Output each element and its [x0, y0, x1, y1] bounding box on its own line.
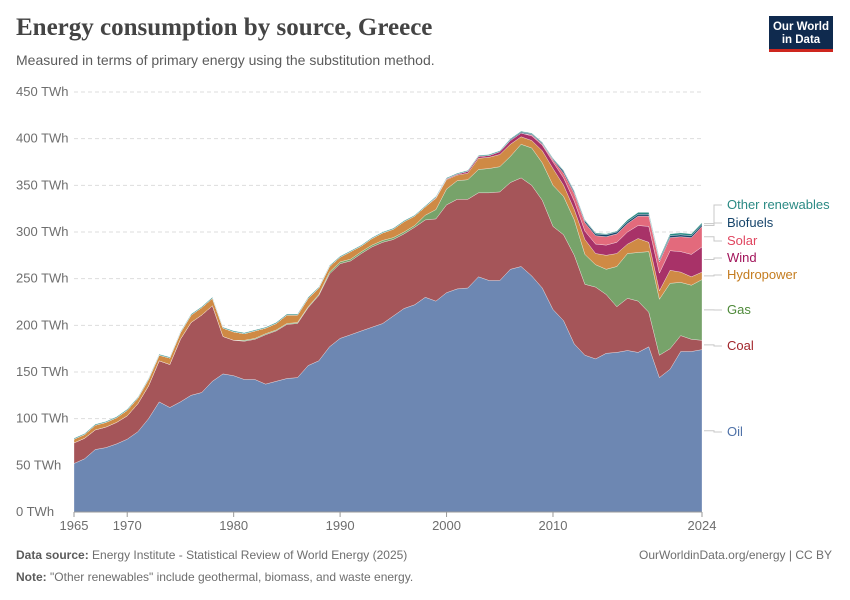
y-tick-label: 150 TWh: [16, 364, 69, 379]
x-tick-label: 1965: [60, 518, 89, 533]
legend-connector: [704, 222, 722, 226]
x-tick-label: 2000: [432, 518, 461, 533]
area-series: [73, 131, 703, 513]
note-label: Note:: [16, 570, 47, 584]
legend-label-gas[interactable]: Gas: [727, 302, 751, 317]
legend-label-biofuels[interactable]: Biofuels: [727, 215, 774, 230]
source-text[interactable]: Energy Institute - Statistical Review of…: [92, 548, 408, 562]
y-tick-label: 50 TWh: [16, 457, 61, 472]
x-tick-label: 1970: [113, 518, 142, 533]
legend-label-coal[interactable]: Coal: [727, 338, 754, 353]
x-axis: 1965 1970 1980 1990 2000 2010 2024: [60, 511, 717, 533]
legend-label-wind[interactable]: Wind: [727, 250, 757, 265]
legend-connector: [704, 274, 722, 277]
y-tick-label: 0 TWh: [16, 504, 54, 519]
x-tick-label: 1990: [326, 518, 355, 533]
area-other-renewables[interactable]: [73, 131, 703, 440]
chart-title: Energy consumption by source, Greece: [16, 14, 433, 41]
y-tick-label: 250 TWh: [16, 271, 69, 286]
legend-label-oil[interactable]: Oil: [727, 424, 743, 439]
x-tick-label: 1980: [219, 518, 248, 533]
chart-subtitle: Measured in terms of primary energy usin…: [16, 52, 435, 68]
legend: Other renewables Biofuels Solar Wind Hydropo…: [704, 197, 830, 439]
owid-logo[interactable]: Our World in Data: [769, 16, 833, 52]
stacked-area-chart: 0 TWh 50 TWh 100 TWh 150 TWh 200 TWh 250 TWh 3…: [16, 84, 830, 533]
attribution-link[interactable]: OurWorldinData.org/energy | CC BY: [639, 548, 832, 562]
logo-line-1: Our World: [772, 20, 829, 33]
legend-connector: [704, 257, 722, 260]
y-tick-label: 300 TWh: [16, 224, 69, 239]
y-tick-label: 400 TWh: [16, 131, 69, 146]
note-text: "Other renewables" include geothermal, b…: [50, 570, 414, 584]
legend-label-solar[interactable]: Solar: [727, 233, 758, 248]
chart-note: Note: "Other renewables" include geother…: [16, 570, 413, 584]
source-label: Data source:: [16, 548, 89, 562]
legend-connector: [704, 344, 722, 347]
x-tick-label: 2010: [539, 518, 568, 533]
y-tick-label: 100 TWh: [16, 411, 69, 426]
x-tick-label: 2024: [688, 518, 717, 533]
legend-connector: [704, 430, 722, 433]
legend-label-other-renewables[interactable]: Other renewables: [727, 197, 830, 212]
y-tick-label: 350 TWh: [16, 177, 69, 192]
y-tick-label: 450 TWh: [16, 84, 69, 99]
y-tick-label: 200 TWh: [16, 317, 69, 332]
legend-label-hydropower[interactable]: Hydropower: [727, 267, 798, 282]
legend-connector: [704, 236, 722, 242]
legend-connector: [704, 204, 722, 225]
logo-line-2: in Data: [781, 33, 821, 46]
data-source: Data source: Energy Institute - Statisti…: [16, 548, 407, 562]
y-axis-ticks: 0 TWh 50 TWh 100 TWh 150 TWh 200 TWh 250 TWh 3…: [16, 84, 69, 519]
